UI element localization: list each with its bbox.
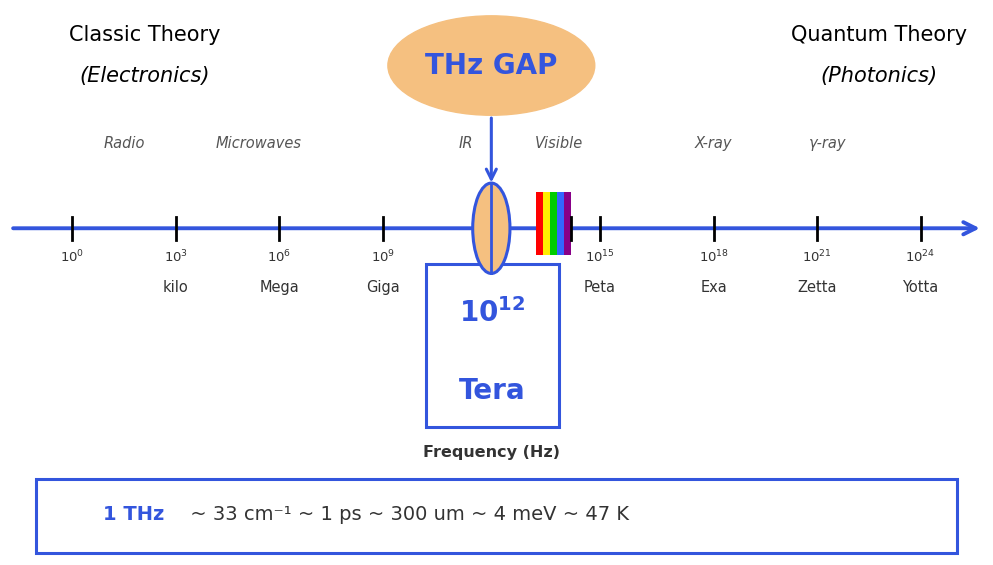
Text: Quantum Theory: Quantum Theory	[791, 25, 967, 45]
Text: $10^{24}$: $10^{24}$	[906, 249, 935, 265]
Text: Microwaves: Microwaves	[215, 136, 302, 151]
Bar	[426, 264, 558, 427]
Text: $10^{21}$: $10^{21}$	[802, 249, 832, 265]
Text: Visible: Visible	[534, 136, 583, 151]
Text: Yotta: Yotta	[903, 280, 938, 295]
Text: Mega: Mega	[259, 280, 299, 295]
Text: Exa: Exa	[700, 280, 727, 295]
Text: Peta: Peta	[584, 280, 616, 295]
Text: IR: IR	[458, 136, 473, 151]
Bar	[543, 192, 550, 255]
Text: 1 THz: 1 THz	[103, 505, 165, 524]
Bar	[536, 192, 543, 255]
Bar	[564, 192, 571, 255]
Text: (Electronics): (Electronics)	[79, 66, 211, 85]
Text: Classic Theory: Classic Theory	[70, 25, 220, 45]
Ellipse shape	[388, 16, 595, 115]
Text: kilo: kilo	[163, 280, 189, 295]
Bar	[550, 192, 557, 255]
Text: (Photonics): (Photonics)	[820, 66, 937, 85]
Text: Zetta: Zetta	[797, 280, 837, 295]
Text: $\mathbf{10^{12}}$: $\mathbf{10^{12}}$	[459, 298, 525, 328]
Text: Giga: Giga	[365, 280, 399, 295]
Text: $10^{6}$: $10^{6}$	[267, 249, 291, 265]
Bar	[557, 192, 564, 255]
Text: Frequency (Hz): Frequency (Hz)	[423, 445, 560, 460]
Text: Radio: Radio	[103, 136, 145, 151]
Text: X-ray: X-ray	[695, 136, 733, 151]
Text: $10^{0}$: $10^{0}$	[61, 249, 84, 265]
Text: ~ 33 cm⁻¹ ~ 1 ps ~ 300 um ~ 4 meV ~ 47 K: ~ 33 cm⁻¹ ~ 1 ps ~ 300 um ~ 4 meV ~ 47 K	[184, 505, 630, 524]
Ellipse shape	[473, 183, 510, 273]
Text: $10^{18}$: $10^{18}$	[699, 249, 729, 265]
Text: $10^{3}$: $10^{3}$	[164, 249, 188, 265]
Text: $10^{15}$: $10^{15}$	[585, 249, 615, 265]
Bar	[36, 479, 957, 553]
Text: Tera: Tera	[459, 377, 525, 405]
Text: $10^{12}$: $10^{12}$	[477, 249, 506, 265]
Text: THz GAP: THz GAP	[425, 51, 557, 80]
Text: $10^{9}$: $10^{9}$	[370, 249, 395, 265]
Text: γ-ray: γ-ray	[808, 136, 846, 151]
